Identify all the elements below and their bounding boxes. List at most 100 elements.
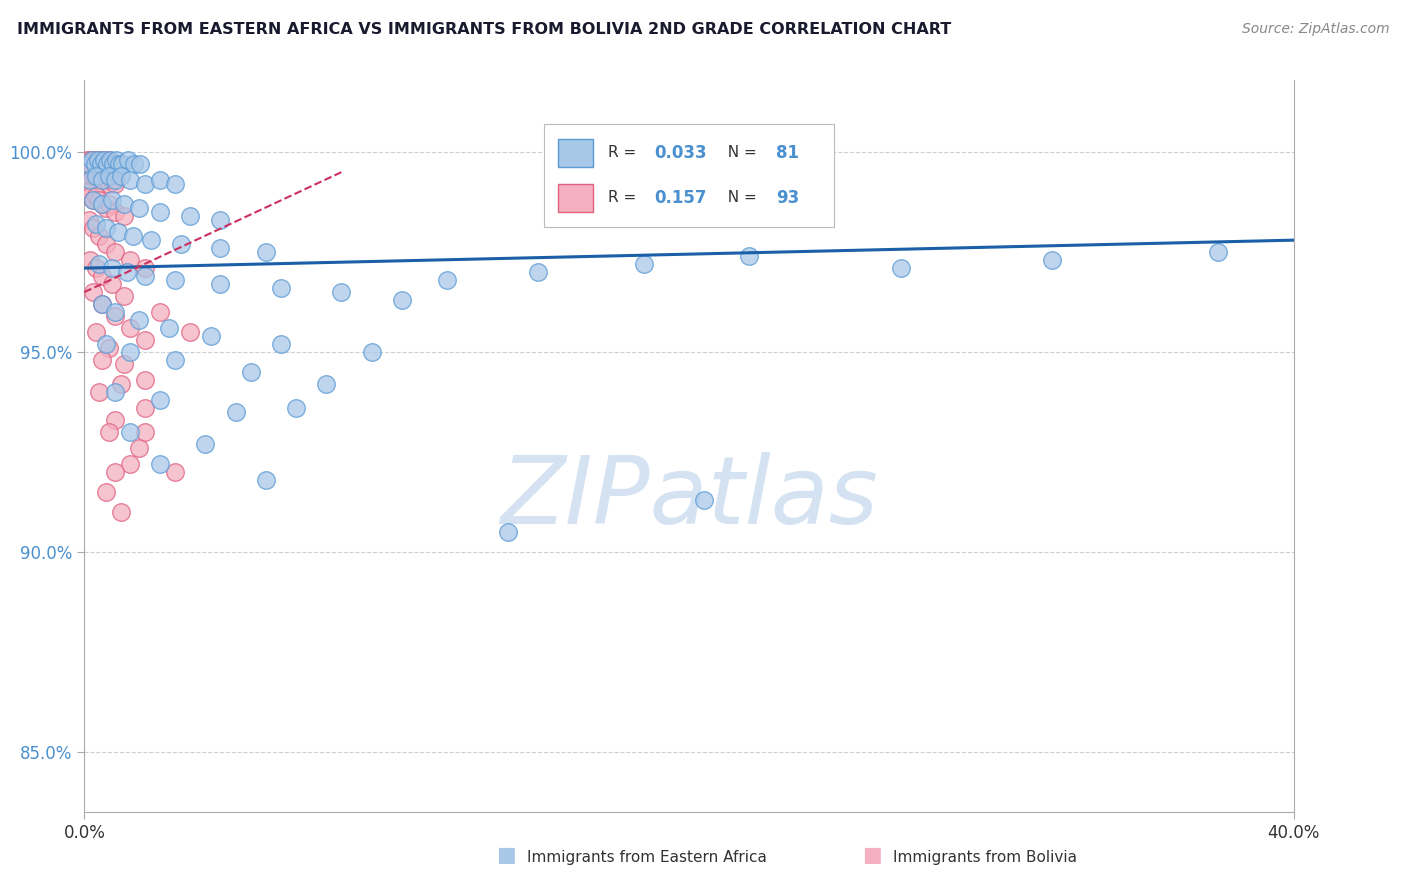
Point [100, 193, 122, 207]
Point [1206, 245, 1229, 260]
Text: ZIPatlas: ZIPatlas [501, 451, 877, 542]
Point [118, 345, 141, 359]
Point [76, 153, 98, 168]
Point [209, 277, 232, 292]
Point [104, 413, 127, 427]
Point [209, 213, 232, 227]
Point [134, 178, 156, 192]
Point [139, 233, 162, 247]
Point [97, 197, 120, 211]
Point [86, 189, 108, 203]
Point [89, 385, 111, 400]
Point [90, 157, 112, 171]
Point [97, 153, 120, 168]
Point [89, 229, 111, 244]
Point [86, 165, 108, 179]
Point [108, 157, 131, 171]
Point [118, 321, 141, 335]
Point [112, 357, 135, 371]
Point [89, 173, 111, 187]
Point [179, 325, 201, 339]
Point [134, 261, 156, 276]
Point [86, 261, 108, 276]
Point [94, 201, 117, 215]
Point [93, 153, 115, 168]
Point [84, 157, 107, 171]
Point [104, 385, 127, 400]
Point [76, 185, 98, 199]
Point [91, 197, 114, 211]
Point [496, 524, 519, 539]
Point [94, 173, 117, 187]
Point [391, 293, 413, 307]
Point [104, 205, 127, 219]
Point [170, 237, 193, 252]
Point [79, 253, 101, 268]
Point [1040, 253, 1063, 268]
Point [693, 492, 716, 507]
Point [104, 465, 127, 479]
Point [149, 173, 172, 187]
Point [149, 205, 172, 219]
Text: Immigrants from Bolivia: Immigrants from Bolivia [893, 850, 1077, 865]
Point [436, 273, 458, 287]
Point [115, 265, 138, 279]
Point [112, 197, 135, 211]
Point [157, 321, 180, 335]
Point [100, 277, 122, 292]
Point [86, 217, 108, 231]
Point [87, 153, 110, 168]
Point [100, 173, 122, 187]
Point [82, 193, 104, 207]
Point [82, 221, 104, 235]
Point [77, 213, 100, 227]
Point [82, 193, 104, 207]
Point [101, 157, 124, 171]
Point [149, 392, 172, 407]
Point [254, 473, 277, 487]
Point [134, 425, 156, 439]
Point [527, 265, 550, 279]
Point [118, 457, 141, 471]
Point [200, 329, 222, 343]
Point [82, 153, 104, 168]
Point [86, 325, 108, 339]
Point [80, 153, 103, 168]
Point [315, 377, 337, 392]
Point [96, 157, 118, 171]
Point [225, 405, 247, 419]
Point [98, 153, 121, 168]
Point [129, 157, 152, 171]
Point [91, 269, 114, 284]
Point [75, 157, 97, 171]
Point [79, 169, 101, 184]
Point [97, 169, 120, 184]
Point [134, 373, 156, 387]
Point [89, 257, 111, 271]
Point [100, 157, 122, 171]
Point [118, 173, 141, 187]
Point [104, 178, 127, 192]
Point [360, 345, 382, 359]
Point [104, 305, 127, 319]
Point [134, 269, 156, 284]
Text: ■: ■ [862, 846, 882, 865]
Point [270, 337, 292, 351]
Point [77, 157, 100, 171]
Text: ■: ■ [496, 846, 516, 865]
Point [97, 178, 120, 192]
Point [149, 305, 172, 319]
Point [91, 197, 114, 211]
Text: Source: ZipAtlas.com: Source: ZipAtlas.com [1241, 22, 1389, 37]
Point [110, 377, 132, 392]
Point [104, 309, 127, 323]
Point [110, 505, 132, 519]
Point [82, 169, 104, 184]
Point [165, 273, 187, 287]
Point [91, 353, 114, 368]
Point [91, 157, 114, 171]
Point [134, 333, 156, 347]
Point [270, 281, 292, 295]
Point [165, 465, 187, 479]
Point [122, 157, 145, 171]
